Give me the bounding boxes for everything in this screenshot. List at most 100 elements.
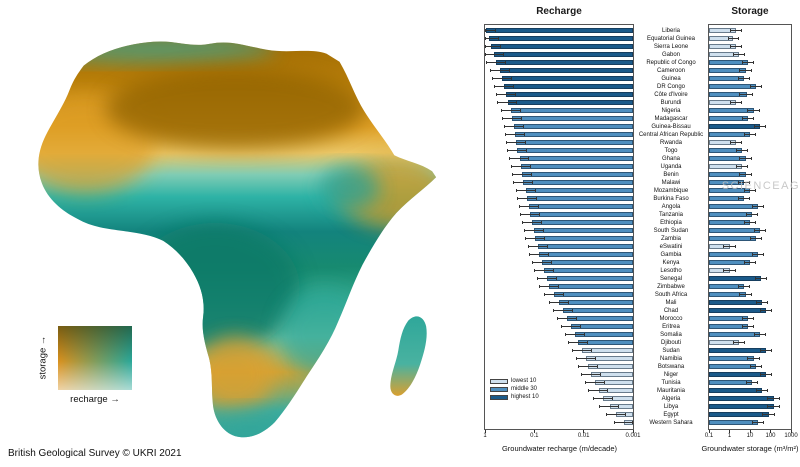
country-label: Zimbabwe [657, 284, 685, 290]
legend-swatch [490, 378, 508, 384]
recharge-error-bar [584, 381, 605, 384]
legend-item: middle 30 [490, 385, 539, 393]
attribution: British Geological Survey © UKRI 2021 [8, 448, 182, 459]
error-bar-line [501, 110, 520, 111]
africa-map [38, 41, 437, 438]
storage-error-bar [733, 53, 746, 56]
country-label: Niger [663, 372, 679, 378]
error-bar-line [576, 358, 595, 359]
error-bar-line [486, 30, 496, 31]
storage-bar-row [709, 331, 791, 339]
error-bar-line [768, 406, 780, 407]
recharge-error-bar [599, 405, 620, 408]
error-bar-line [582, 374, 601, 375]
storage-error-bar [729, 45, 742, 48]
watermark: SCIENCEAG [721, 180, 800, 192]
recharge-bar [486, 28, 633, 33]
recharge-error-bar [497, 101, 518, 104]
recharge-error-bar [485, 53, 505, 56]
storage-bar-row [709, 355, 791, 363]
storage-error-bar [739, 69, 752, 72]
country-label: Madagascar [654, 116, 688, 122]
country-label: Mauritania [656, 388, 685, 394]
error-bar-line [512, 174, 531, 175]
recharge-bar [488, 36, 633, 41]
country-label: Rwanda [659, 140, 682, 146]
recharge-bar-row [485, 67, 633, 75]
country-label: Malawi [661, 180, 681, 186]
storage-error-bar [759, 373, 773, 376]
recharge-error-bar [581, 373, 602, 376]
storage-bar [709, 412, 769, 417]
storage-bar [709, 332, 760, 337]
country-label: Cameroon [656, 68, 685, 74]
error-bar-line [557, 318, 576, 319]
country-label: DR Congo [656, 84, 685, 90]
recharge-error-bar [539, 285, 560, 288]
country-label: Morocco [659, 316, 683, 322]
country-label: Somalia [660, 332, 682, 338]
country-label: Chad [663, 308, 679, 314]
recharge-bar-row [485, 35, 633, 43]
country-label: Mali [665, 300, 677, 306]
storage-bar-row [709, 99, 791, 107]
recharge-error-bar [568, 341, 589, 344]
error-bar-line [740, 70, 751, 71]
storage-panel-title: Storage [731, 6, 769, 17]
recharge-error-bar [533, 269, 554, 272]
storage-bar-row [709, 83, 791, 91]
recharge-bar-row [485, 387, 633, 395]
recharge-error-bar [564, 333, 585, 336]
axis-tick [708, 430, 710, 433]
error-bar-line [734, 54, 745, 55]
recharge-bar [527, 196, 633, 201]
error-bar-line [738, 198, 749, 199]
legend-storage-axis-label: storage → [38, 319, 49, 397]
country-label: Guinea-Bissau [651, 124, 691, 130]
storage-bar-row [709, 251, 791, 259]
storage-bar [709, 348, 766, 353]
recharge-error-bar [515, 189, 536, 192]
error-bar-line [751, 238, 762, 239]
legend-item: lowest 10 [490, 377, 539, 385]
recharge-bar-row [485, 203, 633, 211]
error-bar-line [736, 166, 747, 167]
recharge-bar-row [485, 275, 633, 283]
legend-label: lowest 10 [511, 378, 537, 384]
storage-error-bar [745, 381, 758, 384]
legend-label: middle 30 [511, 386, 538, 392]
country-label: Kenya [662, 260, 680, 266]
country-label: Ghana [661, 156, 680, 162]
recharge-error-bar [525, 237, 546, 240]
error-bar-line [565, 334, 584, 335]
axis-tick-label: 0.1 [530, 433, 539, 439]
storage-error-bar [729, 101, 742, 104]
recharge-error-bar [531, 261, 552, 264]
recharge-bar-row [485, 123, 633, 131]
storage-bar [709, 124, 760, 129]
recharge-bar [514, 132, 633, 137]
axis-tick-label: 10 [746, 433, 754, 439]
storage-error-bar [735, 149, 748, 152]
storage-error-bar [745, 213, 758, 216]
recharge-bar-row [485, 419, 633, 427]
storage-error-bar [767, 397, 781, 400]
legend-label: highest 10 [511, 394, 539, 400]
country-label: Gabon [661, 52, 680, 58]
recharge-error-bar [571, 349, 592, 352]
error-bar-line [513, 182, 532, 183]
axis-tick [632, 430, 634, 433]
error-bar-line [724, 246, 735, 247]
axis-tick [729, 430, 730, 433]
error-bar-line [528, 246, 547, 247]
country-label: South Sudan [653, 228, 689, 234]
error-bar-line [728, 38, 739, 39]
axis-tick [484, 430, 486, 433]
recharge-bar [535, 236, 633, 241]
storage-bar-row [709, 139, 791, 147]
error-bar-line [757, 302, 768, 303]
storage-axis-arrow-icon: → [37, 335, 49, 346]
error-bar-line [510, 158, 529, 159]
axis-tick [790, 430, 792, 433]
recharge-bar-row [485, 59, 633, 67]
